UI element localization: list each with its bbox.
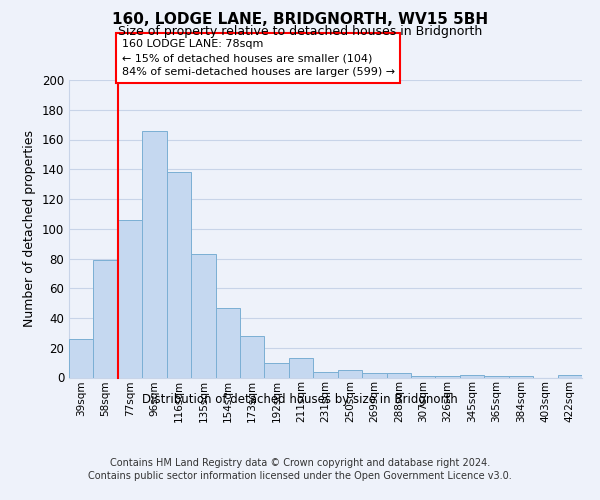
Bar [411, 376, 436, 378]
Bar [289, 358, 313, 378]
Bar [386, 373, 411, 378]
Bar [436, 376, 460, 378]
Bar [362, 373, 386, 378]
Text: Distribution of detached houses by size in Bridgnorth: Distribution of detached houses by size … [142, 392, 458, 406]
Text: Contains HM Land Registry data © Crown copyright and database right 2024.: Contains HM Land Registry data © Crown c… [110, 458, 490, 468]
Text: Size of property relative to detached houses in Bridgnorth: Size of property relative to detached ho… [118, 25, 482, 38]
Bar [484, 376, 509, 378]
Bar [509, 376, 533, 378]
Bar [313, 372, 338, 378]
Bar [118, 220, 142, 378]
Bar [69, 339, 94, 378]
Bar [265, 362, 289, 378]
Y-axis label: Number of detached properties: Number of detached properties [23, 130, 36, 327]
Text: 160 LODGE LANE: 78sqm
← 15% of detached houses are smaller (104)
84% of semi-det: 160 LODGE LANE: 78sqm ← 15% of detached … [122, 39, 395, 77]
Bar [215, 308, 240, 378]
Bar [557, 374, 582, 378]
Bar [191, 254, 215, 378]
Bar [460, 374, 484, 378]
Bar [167, 172, 191, 378]
Bar [94, 260, 118, 378]
Bar [338, 370, 362, 378]
Bar [142, 130, 167, 378]
Text: Contains public sector information licensed under the Open Government Licence v3: Contains public sector information licen… [88, 471, 512, 481]
Text: 160, LODGE LANE, BRIDGNORTH, WV15 5BH: 160, LODGE LANE, BRIDGNORTH, WV15 5BH [112, 12, 488, 28]
Bar [240, 336, 265, 378]
